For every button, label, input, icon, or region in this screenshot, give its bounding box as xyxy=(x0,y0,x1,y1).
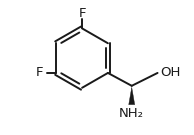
Text: F: F xyxy=(36,66,43,79)
Text: F: F xyxy=(78,7,86,20)
Text: OH: OH xyxy=(160,66,181,79)
Text: NH₂: NH₂ xyxy=(119,107,144,120)
Polygon shape xyxy=(129,87,135,105)
